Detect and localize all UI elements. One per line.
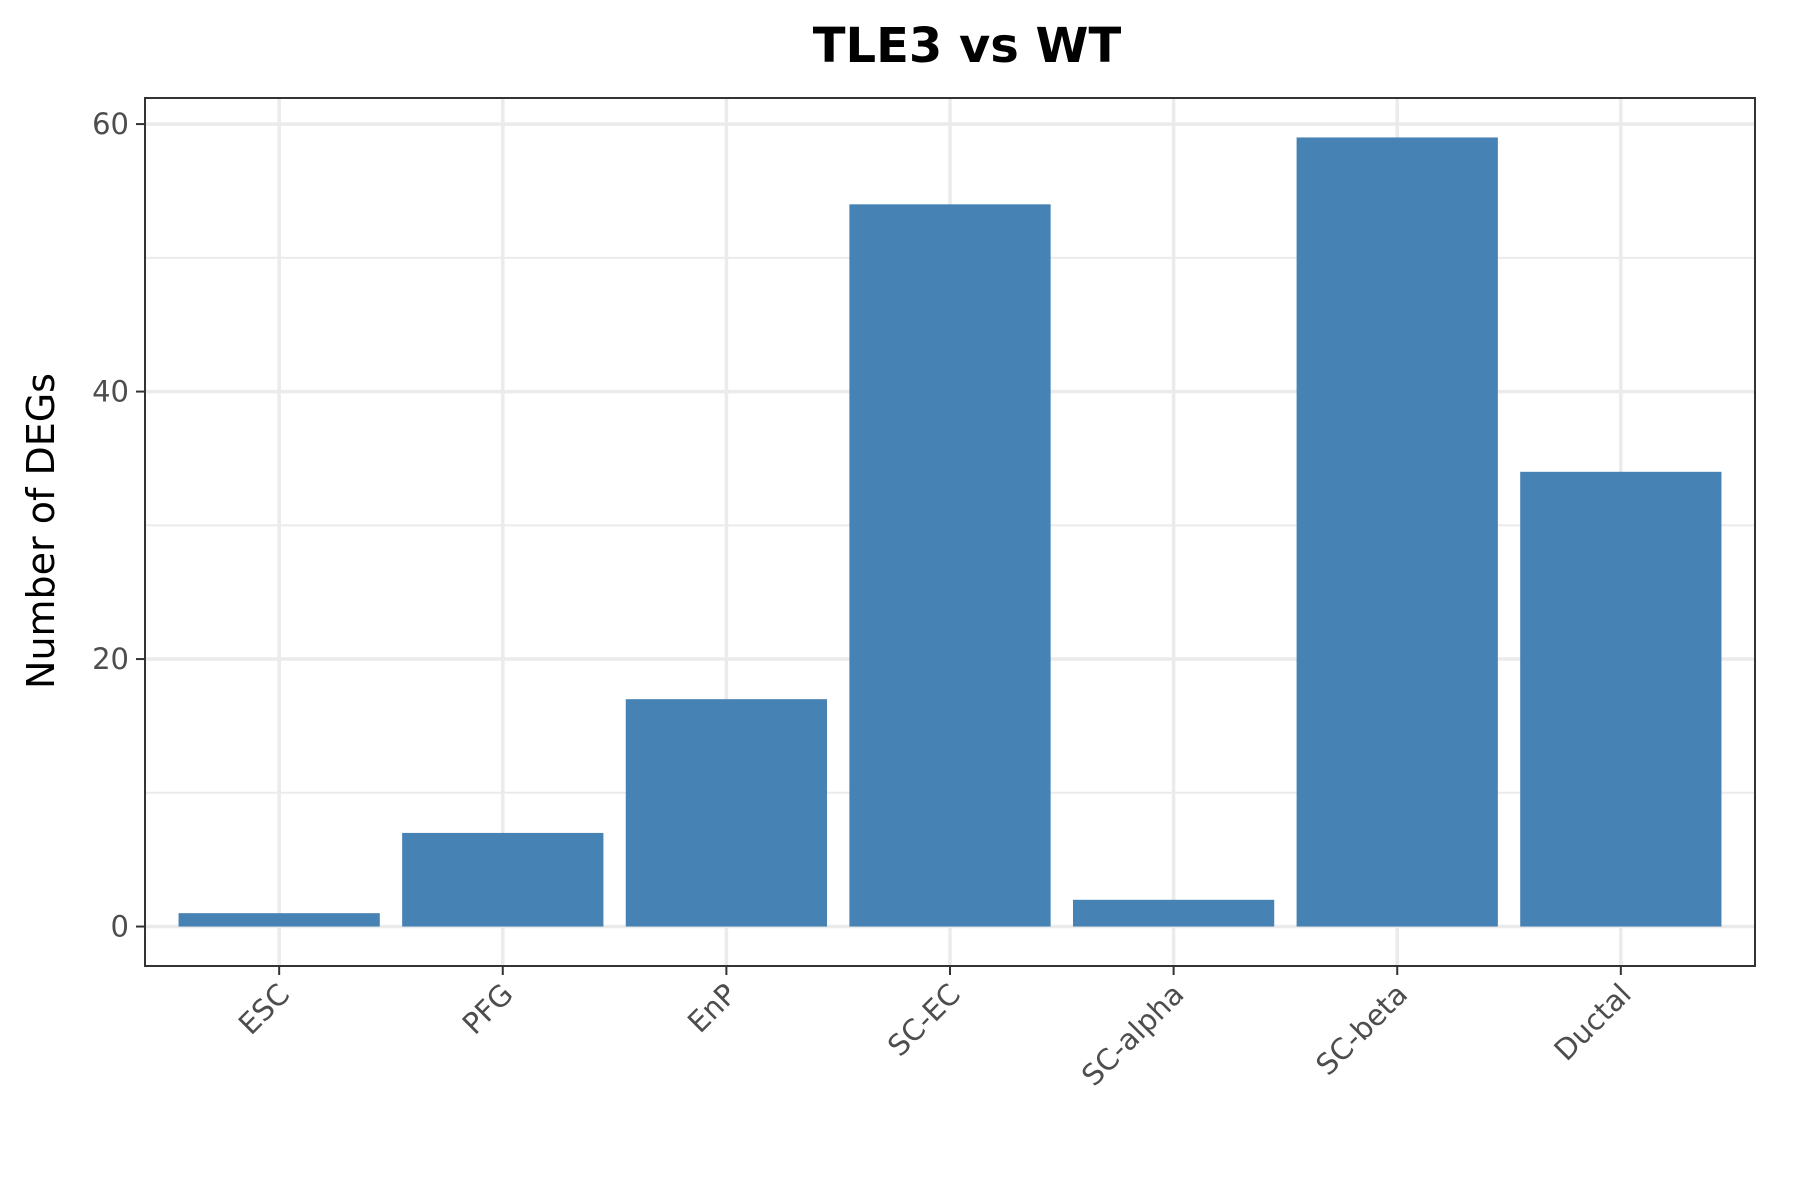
bar-esc: ESC: 1 (179, 913, 380, 926)
y-tick-label: 20 (92, 642, 129, 676)
bar-enp: EnP: 17 (626, 699, 827, 926)
bar-sc-beta: SC-beta: 59 (1297, 137, 1498, 926)
chart-title: TLE3 vs WT (813, 18, 1122, 74)
x-tick-label-ductal: Ductal (1547, 977, 1637, 1067)
bars: ESC: 1 PFG: 7EnP: 17SC-EC: 54 SC-alpha: 2 S… (179, 137, 1722, 926)
bar-ductal: Ductal: 34 (1520, 472, 1721, 927)
y-tick-label: 0 (111, 910, 129, 944)
x-tick-label-enp: EnP (681, 977, 743, 1039)
x-tick-label-esc: ESC (232, 977, 296, 1041)
y-tick-label: 40 (92, 375, 129, 409)
y-axis-title: Number of DEGs (19, 373, 63, 689)
bar-pfg: PFG: 7 (402, 833, 603, 927)
x-tick-label-sc-beta: SC-beta (1309, 977, 1414, 1082)
x-tick-label-pfg: PFG (456, 977, 520, 1041)
x-tick-label-sc-alpha: SC-alpha (1075, 977, 1191, 1093)
y-tick-label: 60 (92, 107, 129, 141)
x-tick-label-sc-ec: SC-EC (881, 977, 967, 1063)
bar-sc-alpha: SC-alpha: 2 (1073, 900, 1274, 927)
bar-sc-ec: SC-EC: 54 (849, 204, 1050, 926)
